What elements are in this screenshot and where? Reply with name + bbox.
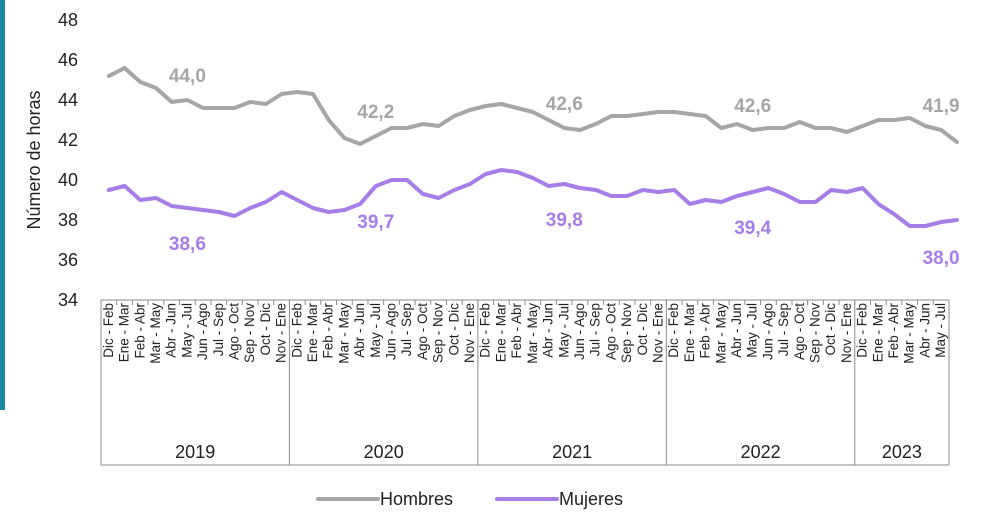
data-label: 42,2 xyxy=(357,102,394,123)
data-label: 42,6 xyxy=(734,96,771,117)
x-tick-label: Ene - Mar xyxy=(870,303,885,363)
x-tick-label: May - Jul xyxy=(179,303,194,358)
y-tick-label: 38 xyxy=(58,210,78,230)
data-label: 39,4 xyxy=(734,218,771,239)
x-tick-label: Sep - Nov xyxy=(242,303,257,363)
x-tick-label: Oct - Dic xyxy=(635,303,650,356)
x-tick-label: Jul - Sep xyxy=(588,303,603,356)
x-tick-label: Jun - Ago xyxy=(384,303,399,360)
x-tick-label: Feb - Abr xyxy=(886,303,901,359)
x-tick-label: Sep - Nov xyxy=(619,303,634,363)
x-tick-label: Ago - Oct xyxy=(415,303,430,360)
x-tick-label: Abr - Jun xyxy=(729,303,744,358)
x-tick-label: Oct - Dic xyxy=(823,303,838,356)
x-tick-label: Ago - Oct xyxy=(603,303,618,360)
x-tick-label: Feb - Abr xyxy=(132,303,147,359)
data-label: 39,7 xyxy=(357,212,394,233)
x-tick-label: Dic - Feb xyxy=(855,303,870,358)
x-tick-label: Nov - Ene xyxy=(462,303,477,363)
x-tick-label: Jul - Sep xyxy=(211,303,226,356)
legend-label: Hombres xyxy=(380,489,453,509)
x-tick-label: Ene - Mar xyxy=(117,303,132,363)
x-tick-label: Ago - Oct xyxy=(792,303,807,360)
year-label: 2021 xyxy=(552,442,592,462)
x-tick-label: Abr - Jun xyxy=(917,303,932,358)
accent-bar xyxy=(0,0,5,410)
x-tick-label: Sep - Nov xyxy=(431,303,446,363)
x-tick-label: Ene - Mar xyxy=(305,303,320,363)
x-tick-label: Jul - Sep xyxy=(399,303,414,356)
y-tick-label: 36 xyxy=(58,250,78,270)
x-tick-label: Jun - Ago xyxy=(760,303,775,360)
y-tick-label: 46 xyxy=(58,50,78,70)
x-tick-label: Sep - Nov xyxy=(808,303,823,363)
data-label: 39,8 xyxy=(546,210,583,231)
x-tick-label: Ene - Mar xyxy=(682,303,697,363)
x-tick-label: Nov - Ene xyxy=(651,303,666,363)
data-label: 44,0 xyxy=(169,66,206,87)
y-tick-label: 34 xyxy=(58,290,78,310)
series-line-hombres xyxy=(106,66,959,146)
x-tick-label: Ene - Mar xyxy=(493,303,508,363)
x-tick-label: Jun - Ago xyxy=(195,303,210,360)
x-tick-label: Mar - May xyxy=(148,303,163,364)
y-tick-label: 44 xyxy=(58,90,78,110)
year-label: 2023 xyxy=(882,442,922,462)
y-tick-label: 42 xyxy=(58,130,78,150)
data-label: 42,6 xyxy=(546,94,583,115)
x-tick-label: Abr - Jun xyxy=(541,303,556,358)
y-tick-label: 40 xyxy=(58,170,78,190)
x-tick-label: Feb - Abr xyxy=(321,303,336,359)
x-tick-label: Abr - Jun xyxy=(352,303,367,358)
x-tick-label: May - Jul xyxy=(368,303,383,358)
x-tick-label: May - Jul xyxy=(745,303,760,358)
legend-label: Mujeres xyxy=(559,489,623,509)
x-tick-label: Abr - Jun xyxy=(164,303,179,358)
data-label: 38,0 xyxy=(923,248,960,269)
x-tick-label: May - Jul xyxy=(933,303,948,358)
year-label: 2019 xyxy=(175,442,215,462)
x-tick-label: Jul - Sep xyxy=(776,303,791,356)
x-tick-label: Dic - Feb xyxy=(666,303,681,358)
x-tick-label: Nov - Ene xyxy=(274,303,289,363)
x-tick-label: May - Jul xyxy=(556,303,571,358)
x-tick-label: Dic - Feb xyxy=(289,303,304,358)
x-tick-label: Dic - Feb xyxy=(478,303,493,358)
x-tick-label: Mar - May xyxy=(336,303,351,364)
x-tick-label: Ago - Oct xyxy=(227,303,242,360)
y-tick-label: 48 xyxy=(58,10,78,30)
y-axis-label: Número de horas xyxy=(24,90,44,229)
data-label: 41,9 xyxy=(923,96,960,117)
data-label: 38,6 xyxy=(169,234,206,255)
x-tick-label: Oct - Dic xyxy=(446,303,461,356)
series-line-mujeres xyxy=(106,168,959,228)
year-label: 2022 xyxy=(741,442,781,462)
x-tick-label: Feb - Abr xyxy=(509,303,524,359)
x-tick-label: Oct - Dic xyxy=(258,303,273,356)
x-tick-label: Feb - Abr xyxy=(698,303,713,359)
x-tick-label: Mar - May xyxy=(902,303,917,364)
x-tick-label: Mar - May xyxy=(713,303,728,364)
x-tick-label: Jun - Ago xyxy=(572,303,587,360)
x-tick-label: Mar - May xyxy=(525,303,540,364)
x-tick-label: Dic - Feb xyxy=(101,303,116,358)
x-tick-label: Nov - Ene xyxy=(839,303,854,363)
year-label: 2020 xyxy=(364,442,404,462)
